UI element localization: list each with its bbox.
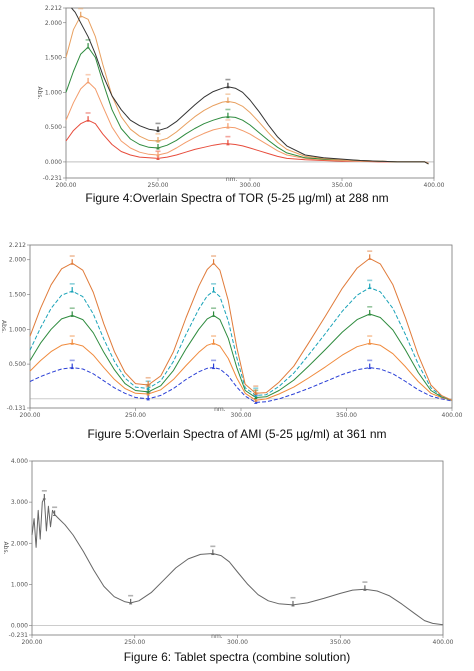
peak-annotation [69, 255, 75, 257]
peak-annotation [211, 255, 217, 257]
y-tick-label: 0.500 [45, 124, 62, 131]
peak-annotation [69, 307, 75, 310]
y-tick-label: 1.000 [11, 581, 28, 588]
peak-annotation [225, 108, 231, 111]
x-tick-label: 250.00 [148, 182, 169, 189]
y-tick-label: 2.000 [45, 20, 62, 27]
y-tick-label: 2.000 [11, 540, 28, 547]
x-tick-label: 350.00 [336, 412, 357, 419]
peak-annotation [85, 73, 91, 76]
series-line-2 [65, 81, 429, 164]
peak-annotation [155, 133, 161, 135]
y-tick-label: 0.500 [9, 361, 26, 368]
figure-4-caption: Figure 4:Overlain Spectra of TOR (5-25 µ… [85, 191, 389, 205]
peak-annotation [155, 122, 161, 125]
y-tick-label: -0.231 [43, 175, 63, 182]
y-tick-label: 1.000 [45, 89, 62, 96]
x-tick-label: 200.00 [22, 639, 43, 646]
figure-6-caption: Figure 6: Tablet spectra (combine soluti… [123, 650, 351, 664]
x-axis-label: nm. [226, 176, 238, 183]
y-tick-label: 0.000 [45, 159, 62, 166]
peak-annotation [225, 119, 231, 121]
peak-annotation [128, 594, 134, 597]
y-tick-label: 4.000 [11, 458, 28, 465]
x-tick-label: 200.00 [20, 412, 41, 419]
peak-annotation [253, 385, 259, 387]
y-axis-label: Abs. [36, 87, 43, 100]
x-tick-label: 300.00 [231, 412, 252, 419]
y-tick-label: 1.000 [9, 326, 26, 333]
peak-annotation [85, 39, 91, 41]
series-line-2 [29, 342, 453, 401]
peak-annotation [85, 112, 91, 114]
y-axis-label: Abs. [2, 542, 9, 555]
y-tick-label: 2.212 [9, 242, 26, 249]
y-tick-label: 3.000 [11, 499, 28, 506]
x-tick-label: 400.00 [442, 412, 463, 419]
series-line-5 [29, 257, 453, 401]
y-tick-label: 1.500 [45, 55, 62, 62]
x-tick-label: 250.00 [124, 639, 145, 646]
peak-annotation [41, 490, 47, 492]
peak-annotation [211, 335, 217, 337]
tor-spectra-chart: 2.212 2.000 1.500 1.000 0.500 0.000 -0.231200.… [36, 5, 445, 189]
y-axis-label: Abs. [0, 320, 7, 333]
peak-annotation [69, 283, 75, 285]
peak-annotation [253, 387, 259, 390]
peak-annotation [78, 7, 84, 10]
y-tick-label: 0.000 [11, 623, 28, 630]
series-line-4 [65, 15, 429, 165]
peak-annotation [367, 250, 373, 252]
series-line-5 [71, 7, 429, 165]
peak-annotation [210, 545, 216, 548]
x-tick-label: 200.00 [56, 182, 77, 189]
series-line-3 [29, 313, 453, 401]
y-tick-label: 2.000 [9, 257, 26, 264]
peak-annotation [367, 306, 373, 308]
peak-annotation [367, 335, 373, 337]
x-tick-label: 300.00 [240, 182, 261, 189]
x-tick-label: 350.00 [332, 182, 353, 189]
series-line-1 [65, 119, 429, 164]
x-tick-label: 250.00 [125, 412, 146, 419]
peak-annotation [362, 581, 368, 583]
peak-annotation [69, 335, 75, 337]
peak-annotation [69, 359, 75, 362]
plot-frame [31, 460, 444, 636]
y-tick-label: 2.212 [45, 5, 62, 12]
peak-annotation [145, 376, 151, 379]
x-tick-label: 300.00 [227, 639, 248, 646]
x-axis-label: nm. [211, 633, 223, 640]
peak-annotation [225, 135, 231, 138]
series-line-4 [29, 287, 453, 401]
peak-annotation [290, 596, 296, 599]
series-line-1 [31, 497, 444, 626]
x-tick-label: 350.00 [330, 639, 351, 646]
peak-annotation [367, 359, 373, 362]
peak-annotation [211, 359, 217, 362]
peak-annotation [211, 307, 217, 310]
peak-annotation [367, 279, 373, 282]
series-line-3 [65, 46, 429, 165]
y-tick-label: 1.500 [9, 292, 26, 299]
y-tick-label: -0.131 [7, 405, 27, 412]
x-axis-label: nm. [214, 406, 226, 413]
peak-annotation [225, 93, 231, 95]
figure-5-caption: Figure 5:Overlain Spectra of AMI (5-25 µ… [87, 427, 387, 441]
series-line-1 [29, 367, 453, 403]
plot-frame [65, 7, 435, 179]
y-tick-label: -0.231 [9, 632, 29, 639]
peak-annotation [225, 78, 231, 81]
peak-annotation [52, 506, 58, 509]
peak-annotation [211, 283, 217, 285]
x-tick-label: 400.00 [424, 182, 445, 189]
x-tick-label: 400.00 [433, 639, 454, 646]
